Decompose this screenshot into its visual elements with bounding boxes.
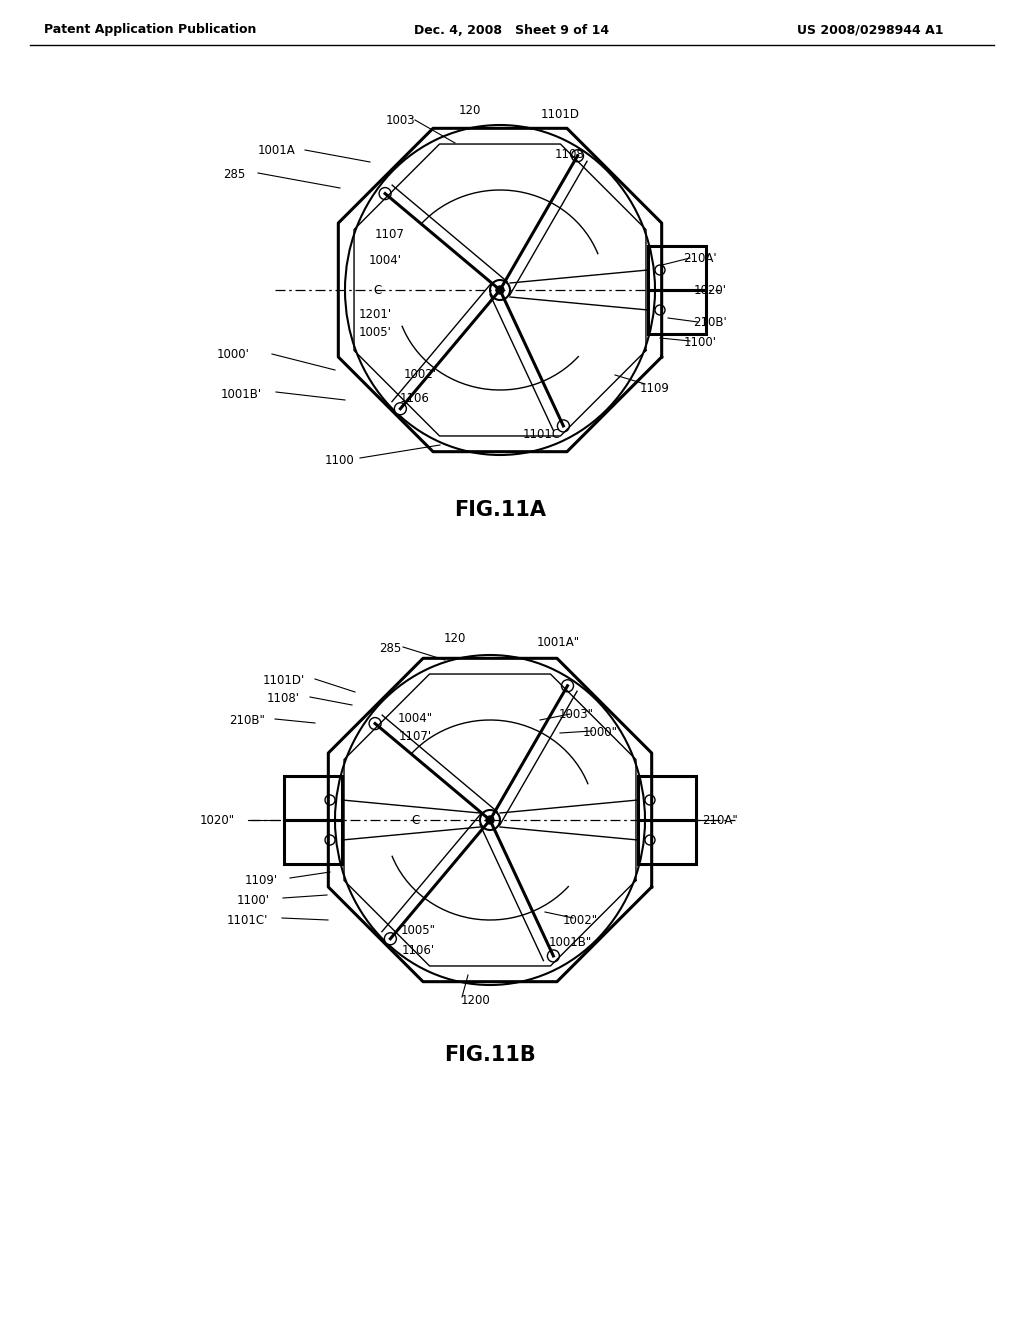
- Text: 210A": 210A": [702, 813, 738, 826]
- Text: 1201': 1201': [358, 309, 391, 322]
- Circle shape: [369, 718, 381, 730]
- Text: US 2008/0298944 A1: US 2008/0298944 A1: [797, 24, 943, 37]
- Text: 1004': 1004': [369, 253, 401, 267]
- Bar: [648, 290, 706, 334]
- Text: 1003: 1003: [385, 114, 415, 127]
- Text: FIG.11A: FIG.11A: [454, 500, 546, 520]
- Text: 1020': 1020': [693, 284, 726, 297]
- Bar: [638, 776, 696, 820]
- Text: 1101D: 1101D: [541, 108, 580, 121]
- Text: 1005": 1005": [400, 924, 435, 936]
- Text: 120: 120: [459, 103, 481, 116]
- Text: 1100: 1100: [326, 454, 355, 466]
- Text: 1001B': 1001B': [221, 388, 262, 401]
- Text: FIG.11B: FIG.11B: [444, 1045, 536, 1065]
- Text: 1020": 1020": [200, 813, 234, 826]
- Text: 210B": 210B": [229, 714, 265, 726]
- Text: 1005': 1005': [358, 326, 391, 339]
- Circle shape: [496, 286, 504, 294]
- Text: C: C: [411, 813, 419, 826]
- Circle shape: [394, 403, 407, 414]
- Text: 1109: 1109: [640, 381, 670, 395]
- Circle shape: [557, 420, 569, 432]
- Circle shape: [490, 280, 510, 300]
- Circle shape: [486, 816, 494, 824]
- Bar: [284, 776, 342, 820]
- Bar: [284, 820, 342, 865]
- Text: 1000': 1000': [217, 348, 250, 362]
- Text: 1200: 1200: [461, 994, 490, 1006]
- Text: Patent Application Publication: Patent Application Publication: [44, 24, 256, 37]
- Circle shape: [548, 950, 559, 962]
- Text: 1100': 1100': [237, 894, 270, 907]
- Text: 285: 285: [379, 642, 401, 655]
- Text: 1108': 1108': [267, 692, 300, 705]
- Text: 1101C: 1101C: [523, 429, 561, 441]
- Text: 1101D': 1101D': [263, 673, 305, 686]
- Text: 1101C': 1101C': [226, 913, 268, 927]
- Text: C: C: [374, 284, 382, 297]
- Text: 1001B": 1001B": [549, 936, 592, 949]
- Text: 210B': 210B': [693, 315, 727, 329]
- Text: 1002": 1002": [562, 913, 598, 927]
- Text: 1003": 1003": [558, 709, 594, 722]
- Text: 1107': 1107': [398, 730, 431, 742]
- Text: 1004": 1004": [397, 711, 432, 725]
- Text: 1001A": 1001A": [537, 636, 580, 649]
- Text: 1106': 1106': [401, 944, 434, 957]
- Text: 1000": 1000": [583, 726, 617, 739]
- Text: 1109': 1109': [245, 874, 278, 887]
- Bar: [648, 246, 706, 290]
- Circle shape: [571, 149, 584, 162]
- Text: Dec. 4, 2008   Sheet 9 of 14: Dec. 4, 2008 Sheet 9 of 14: [415, 24, 609, 37]
- Circle shape: [480, 810, 500, 830]
- Text: 1107: 1107: [375, 228, 404, 242]
- Text: 120: 120: [443, 631, 466, 644]
- Text: 1100': 1100': [683, 337, 717, 350]
- Circle shape: [379, 187, 391, 199]
- Circle shape: [561, 680, 573, 692]
- Text: 1106: 1106: [400, 392, 430, 404]
- Text: 1108: 1108: [555, 149, 585, 161]
- Circle shape: [384, 933, 396, 945]
- Text: 210A': 210A': [683, 252, 717, 264]
- Text: 285: 285: [223, 169, 245, 181]
- Text: 1001A: 1001A: [257, 144, 295, 157]
- Text: 1002': 1002': [403, 368, 436, 381]
- Bar: [638, 820, 696, 865]
